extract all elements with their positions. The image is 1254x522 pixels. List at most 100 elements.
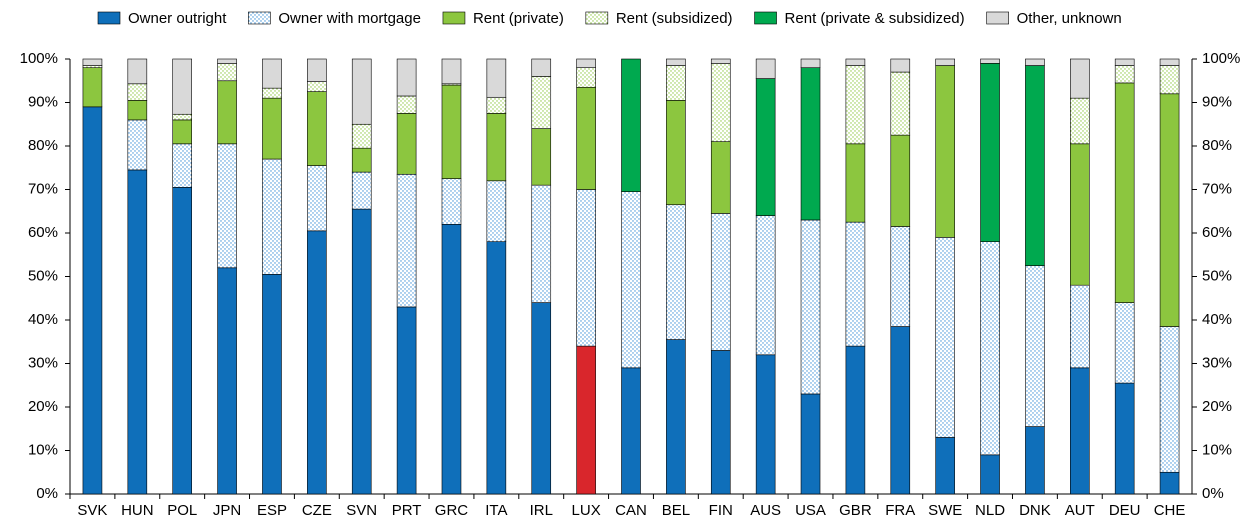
x-tick-label: GBR — [839, 502, 872, 519]
bar-segment — [307, 165, 327, 232]
legend-swatch — [248, 11, 271, 25]
bar-segment — [127, 169, 148, 495]
x-tick-label: LUX — [572, 502, 601, 519]
bar-segment — [396, 306, 417, 495]
bar-segment — [217, 267, 237, 495]
bar-segment — [1025, 426, 1045, 495]
bar-segment — [351, 58, 372, 125]
x-tick-label: IRL — [530, 502, 553, 519]
bar-segment — [980, 454, 1000, 495]
bar-segment — [800, 393, 821, 495]
bar-segment — [307, 230, 327, 495]
bar-segment — [1159, 65, 1180, 95]
bar-segment — [1114, 302, 1135, 384]
x-tick-label: HUN — [121, 502, 154, 519]
bar-segment — [1114, 382, 1135, 495]
x-tick-label: DNK — [1019, 502, 1051, 519]
bar-segment — [890, 134, 911, 227]
bar-segment — [800, 58, 821, 68]
y2-tick-label: 90% — [1202, 93, 1232, 110]
y2-tick-label: 60% — [1202, 224, 1232, 241]
y-tick-label: 30% — [28, 354, 58, 371]
y2-tick-label: 0% — [1202, 485, 1224, 502]
bar-segment — [82, 67, 103, 108]
x-tick-label: FIN — [709, 502, 733, 519]
legend-swatch — [97, 11, 121, 25]
bar-segment — [172, 143, 192, 188]
bar-segment — [710, 213, 731, 351]
bar-segment — [127, 100, 148, 121]
bar-segment — [351, 171, 372, 210]
bar-segment — [845, 221, 866, 347]
bar-segment — [531, 128, 552, 186]
bar-segment — [1114, 82, 1135, 303]
x-tick-label: POL — [167, 502, 197, 519]
legend-label: Owner with mortgage — [278, 10, 421, 27]
bar-segment — [82, 106, 103, 495]
legend-label: Owner outright — [128, 10, 227, 27]
bar-segment — [1159, 58, 1180, 66]
x-tick-label: DEU — [1109, 502, 1141, 519]
x-tick-label: FRA — [885, 502, 915, 519]
bar-segment — [127, 58, 148, 85]
x-tick-label: GRC — [435, 502, 469, 519]
y-tick-label: 90% — [28, 93, 58, 110]
y-tick-label: 40% — [28, 311, 58, 328]
bar-segment — [755, 58, 776, 79]
bar-segment — [710, 350, 731, 495]
x-tick-label: AUS — [750, 502, 781, 519]
y2-tick-label: 10% — [1202, 441, 1232, 458]
bar-segment — [755, 354, 776, 495]
bar-segment — [217, 58, 237, 64]
bar-segment — [755, 78, 776, 216]
bar-segment — [82, 58, 103, 66]
x-tick-label: USA — [795, 502, 826, 519]
bar-segment — [262, 158, 282, 275]
y2-tick-label: 50% — [1202, 267, 1232, 284]
legend-swatch — [585, 11, 609, 25]
bar-segment — [531, 302, 552, 495]
bar-segment — [262, 274, 282, 495]
bar-segment — [172, 119, 192, 145]
bar-segment — [980, 58, 1000, 64]
x-tick-label: JPN — [213, 502, 241, 519]
bar-segment — [396, 95, 417, 114]
bar-segment — [980, 241, 1000, 456]
bar-segment — [1025, 58, 1045, 66]
y-tick-label: 10% — [28, 441, 58, 458]
bar-segment — [396, 58, 417, 97]
bar-segment — [621, 58, 641, 192]
bar-segment — [890, 58, 911, 73]
bar-segment — [486, 113, 507, 182]
bar-segment — [890, 226, 911, 327]
bar-segment — [351, 123, 372, 149]
y2-tick-label: 100% — [1202, 50, 1240, 67]
y-tick-label: 70% — [28, 180, 58, 197]
x-tick-label: CHE — [1154, 502, 1186, 519]
bar-segment — [531, 184, 552, 303]
bar-segment — [845, 143, 866, 223]
bar-segment — [262, 97, 282, 160]
bar-segment — [935, 58, 955, 66]
bar-segment — [351, 208, 372, 495]
bar-segment — [935, 65, 955, 238]
x-tick-label: SVK — [77, 502, 107, 519]
bar-segment — [621, 191, 641, 369]
bar-segment — [845, 58, 866, 66]
bar-segment — [1070, 367, 1090, 495]
bar-segment — [666, 58, 686, 66]
bar-segment — [576, 86, 596, 190]
legend-label: Rent (subsidized) — [616, 10, 733, 27]
x-tick-label: ITA — [485, 502, 507, 519]
y2-tick-label: 80% — [1202, 137, 1232, 154]
x-tick-label: BEL — [662, 502, 690, 519]
bar-segment — [217, 143, 237, 269]
bar-segment — [172, 113, 192, 121]
bar-segment — [845, 345, 866, 495]
x-tick-label: AUT — [1065, 502, 1095, 519]
y-tick-label: 50% — [28, 267, 58, 284]
bar-segment — [1025, 265, 1045, 427]
bar-segment — [531, 58, 552, 77]
bar-segment — [666, 339, 686, 495]
bar-segment — [800, 219, 821, 395]
